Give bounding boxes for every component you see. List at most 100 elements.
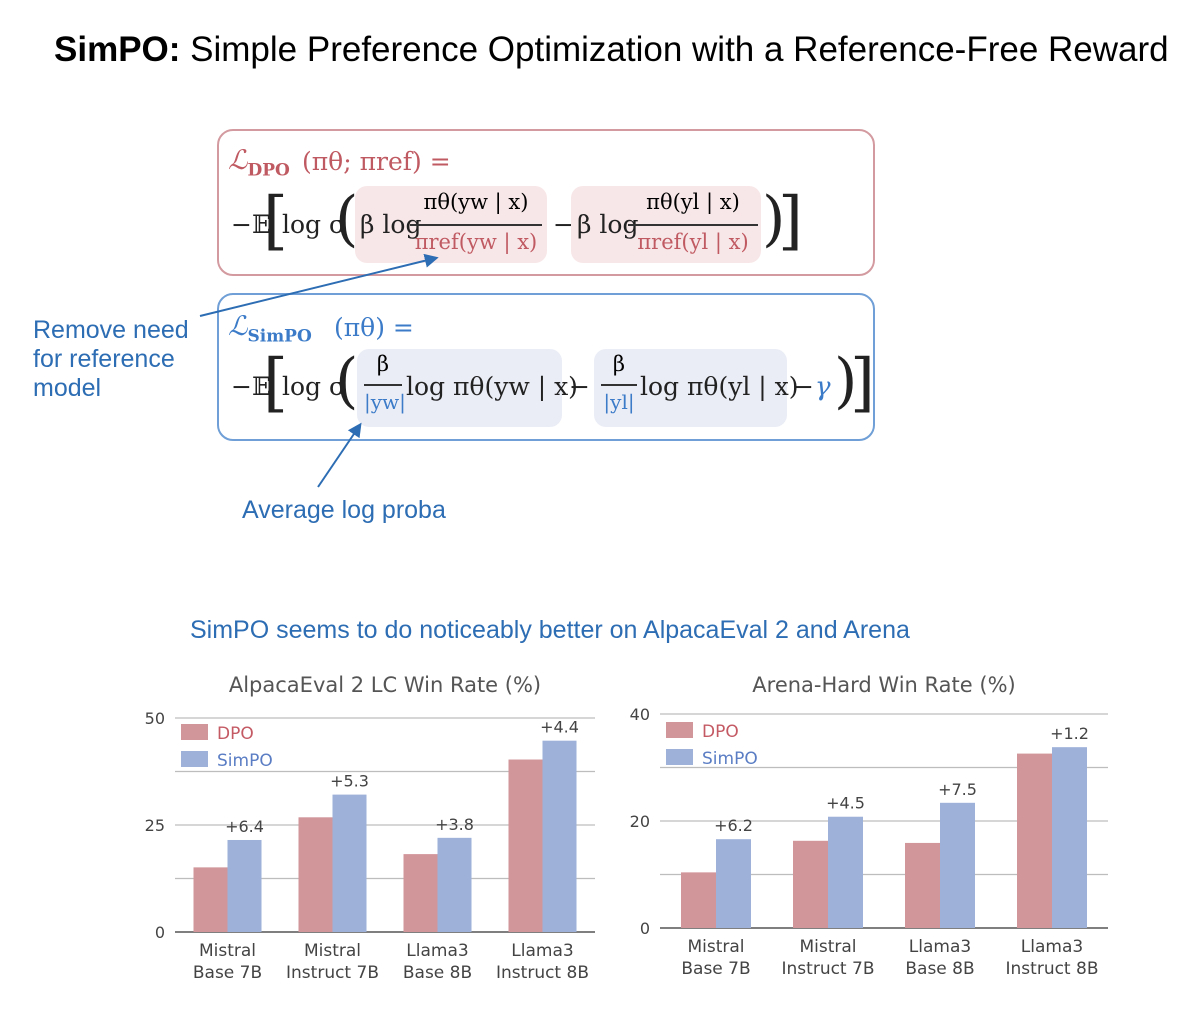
legend-label-simpo: SimPO	[702, 749, 758, 769]
bar-dpo	[1017, 753, 1052, 928]
legend-swatch-dpo	[181, 724, 208, 740]
legend-swatch-simpo	[666, 749, 693, 765]
x-tick-label-line2: Instruct 7B	[782, 959, 875, 979]
x-tick-label-line1: Llama3	[511, 941, 573, 961]
bar-dpo	[193, 867, 228, 932]
bar-dpo	[905, 842, 940, 928]
simpo-term2-highlight	[594, 349, 787, 427]
simpo-gamma: γ	[815, 372, 831, 402]
dpo-denominator-1: πref(yw | x)	[414, 230, 538, 254]
dpo-loss-args: (πθ; πref) =	[302, 147, 451, 176]
simpo-fraction-2: β |yl|	[601, 352, 637, 422]
delta-label: +4.4	[540, 718, 579, 737]
delta-label: +6.4	[225, 817, 264, 836]
page-title: SimPO: Simple Preference Optimization wi…	[54, 30, 1169, 69]
simpo-loss-symbol: ℒSimPO	[228, 311, 312, 347]
dpo-numerator-1: πθ(yw | x)	[423, 190, 529, 214]
dpo-paren-left: (	[335, 184, 359, 254]
arrow-to-length-normalization	[317, 422, 362, 488]
x-tick-label-line2: Base 7B	[193, 963, 262, 983]
x-tick-label-line2: Instruct 7B	[286, 963, 379, 983]
bar-simpo	[716, 839, 751, 928]
x-tick-label-line2: Base 8B	[905, 959, 974, 979]
simpo-loss-args: (πθ) =	[334, 313, 414, 342]
delta-label: +1.2	[1050, 724, 1089, 743]
delta-label: +5.3	[330, 772, 369, 791]
dpo-numerator-2: πθ(yl | x)	[646, 190, 740, 214]
bar-dpo	[403, 854, 438, 932]
x-tick-label-line1: Llama3	[406, 941, 468, 961]
legend-label-simpo: SimPO	[217, 751, 273, 771]
average-log-annotation: Average log proba	[242, 496, 446, 524]
simpo-term1-highlight	[357, 349, 562, 427]
x-tick-label-line2: Instruct 8B	[496, 963, 589, 983]
remove-reference-annotation: Remove need for reference model	[33, 316, 189, 402]
legend-swatch-simpo	[181, 751, 208, 767]
x-tick-label-line2: Base 7B	[681, 959, 750, 979]
chart-title: AlpacaEval 2 LC Win Rate (%)	[229, 673, 541, 697]
bar-dpo	[298, 817, 333, 932]
legend-swatch-dpo	[666, 722, 693, 738]
x-tick-label-line1: Mistral	[799, 937, 856, 957]
delta-label: +7.5	[938, 780, 977, 799]
y-tick-label: 40	[630, 705, 650, 724]
bar-simpo	[828, 816, 863, 928]
simpo-beta-2: β	[612, 352, 626, 376]
bar-dpo	[681, 872, 716, 928]
dpo-bracket-left: [	[263, 184, 288, 258]
y-tick-label: 0	[640, 919, 650, 938]
bar-dpo	[508, 759, 543, 932]
simpo-minus: −	[569, 372, 590, 401]
dpo-loss-symbol: ℒDPO	[228, 145, 290, 181]
simpo-paren-right: )	[834, 346, 858, 416]
charts-subtitle: SimPO seems to do noticeably better on A…	[190, 616, 910, 644]
simpo-beta-1: β	[376, 352, 390, 376]
bar-simpo	[542, 740, 577, 932]
legend-label-dpo: DPO	[702, 722, 739, 742]
dpo-log-sigma: log σ	[282, 210, 347, 239]
dpo-formula-box	[217, 129, 875, 276]
simpo-paren-left: (	[335, 346, 359, 416]
simpo-bracket-left: [	[263, 346, 288, 420]
dpo-fraction-2: πθ(yl | x) πref(yl | x)	[628, 190, 758, 260]
bar-simpo	[940, 802, 975, 928]
delta-label: +4.5	[826, 794, 865, 813]
legend-label-dpo: DPO	[217, 724, 254, 744]
delta-label: +6.2	[714, 816, 753, 835]
bar-simpo	[1052, 747, 1087, 928]
dpo-bracket-right: ]	[778, 184, 803, 258]
x-tick-label-line2: Instruct 8B	[1006, 959, 1099, 979]
x-tick-label-line1: Mistral	[199, 941, 256, 961]
y-tick-label: 25	[145, 816, 165, 835]
x-tick-label-line2: Base 8B	[403, 963, 472, 983]
y-tick-label: 0	[155, 923, 165, 942]
simpo-log-term-2: log πθ(yl | x)	[640, 372, 799, 401]
delta-label: +3.8	[435, 815, 474, 834]
dpo-expectation: −𝔼	[231, 210, 272, 239]
simpo-log-sigma: log σ	[282, 372, 347, 401]
simpo-log-term-1: log πθ(yw | x)	[406, 372, 578, 401]
x-tick-label-line1: Llama3	[1021, 937, 1083, 957]
arena-hard-chart: Arena-Hard Win Rate (%)02040+6.2MistralB…	[630, 673, 1108, 979]
simpo-bracket-right: ]	[850, 346, 875, 420]
dpo-fraction-1: πθ(yw | x) πref(yw | x)	[410, 190, 542, 260]
arrow-to-reference-term	[199, 253, 439, 317]
simpo-fraction-1: β |yw|	[364, 352, 406, 422]
x-tick-label-line1: Llama3	[909, 937, 971, 957]
x-tick-label-line1: Mistral	[687, 937, 744, 957]
bar-dpo	[793, 840, 828, 928]
simpo-length-1: |yw|	[364, 390, 406, 414]
bar-simpo	[332, 794, 367, 932]
dpo-denominator-2: πref(yl | x)	[637, 230, 749, 254]
bar-simpo	[437, 837, 472, 932]
alpacaeval-chart: AlpacaEval 2 LC Win Rate (%) 0 25 50 +6.4 Mis…	[145, 673, 595, 983]
simpo-minus-2: −	[793, 372, 814, 401]
simpo-expectation: −𝔼	[231, 372, 272, 401]
y-tick-label: 50	[145, 709, 165, 728]
chart-title: Arena-Hard Win Rate (%)	[752, 673, 1015, 697]
simpo-length-2: |yl|	[603, 390, 635, 414]
simpo-formula-box	[217, 293, 875, 441]
x-tick-label-line1: Mistral	[304, 941, 361, 961]
dpo-paren-right: )	[762, 184, 786, 254]
